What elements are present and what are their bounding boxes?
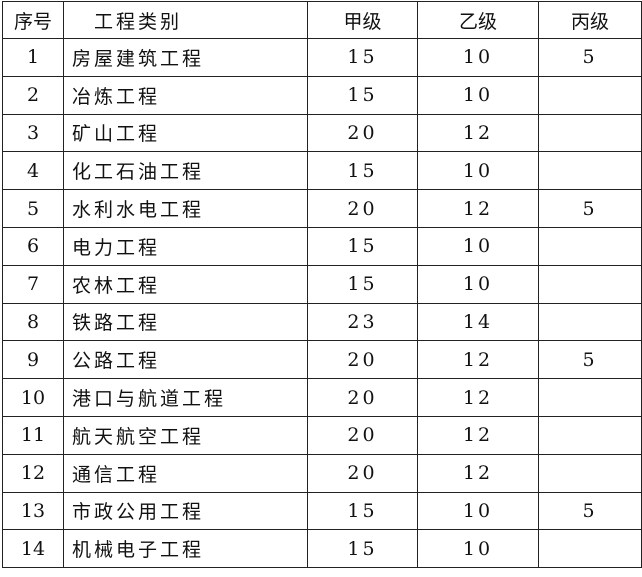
- cell-grade-a: 15: [307, 491, 418, 531]
- cell-grade-b: 12: [417, 113, 539, 153]
- cell-grade-a: 23: [307, 302, 418, 342]
- table-row: 11 航天航空工程 20 12: [2, 415, 642, 455]
- cell-category: 房屋建筑工程: [63, 38, 308, 77]
- table-row: 5 水利水电工程 20 12 5: [2, 189, 642, 228]
- cell-index: 14: [2, 529, 64, 569]
- cell-index: 8: [2, 302, 64, 342]
- table-row: 14 机械电子工程 15 10: [2, 529, 642, 569]
- table-row: 4 化工石油工程 15 10: [2, 151, 642, 191]
- cell-category: 矿山工程: [63, 113, 308, 153]
- cell-grade-c: [538, 75, 642, 115]
- cell-grade-b: 12: [417, 340, 539, 380]
- cell-category: 机械电子工程: [63, 529, 308, 569]
- cell-grade-a: 15: [307, 264, 418, 304]
- cell-grade-c: [538, 378, 642, 417]
- cell-grade-a: 20: [307, 415, 418, 455]
- cell-category: 市政公用工程: [63, 491, 308, 531]
- header-index: 序号: [2, 1, 64, 39]
- cell-category: 冶炼工程: [63, 75, 308, 115]
- header-grade-c: 丙级: [538, 1, 642, 39]
- cell-index: 9: [2, 340, 64, 380]
- cell-index: 3: [2, 113, 64, 153]
- cell-grade-c: [538, 113, 642, 153]
- table-row: 7 农林工程 15 10: [2, 264, 642, 304]
- cell-grade-b: 10: [417, 264, 539, 304]
- table-row: 3 矿山工程 20 12: [2, 113, 642, 153]
- table-row: 1 房屋建筑工程 15 10 5: [2, 38, 642, 77]
- cell-grade-b: 12: [417, 453, 539, 493]
- cell-index: 2: [2, 75, 64, 115]
- cell-grade-a: 15: [307, 75, 418, 115]
- cell-grade-b: 12: [417, 415, 539, 455]
- cell-category: 公路工程: [63, 340, 308, 380]
- cell-grade-c: 5: [538, 340, 642, 380]
- cell-grade-c: [538, 302, 642, 342]
- cell-index: 5: [2, 189, 64, 228]
- cell-index: 11: [2, 415, 64, 455]
- table-row: 13 市政公用工程 15 10 5: [2, 491, 642, 531]
- cell-index: 13: [2, 491, 64, 531]
- table-row: 12 通信工程 20 12: [2, 453, 642, 493]
- cell-grade-b: 10: [417, 226, 539, 266]
- cell-grade-b: 12: [417, 189, 539, 228]
- cell-grade-c: 5: [538, 38, 642, 77]
- header-grade-a: 甲级: [307, 1, 418, 39]
- cell-category: 铁路工程: [63, 302, 308, 342]
- cell-category: 农林工程: [63, 264, 308, 304]
- cell-category: 化工石油工程: [63, 151, 308, 191]
- table-row: 2 冶炼工程 15 10: [2, 75, 642, 115]
- cell-grade-b: 10: [417, 491, 539, 531]
- cell-index: 1: [2, 38, 64, 77]
- cell-index: 4: [2, 151, 64, 191]
- cell-grade-b: 12: [417, 378, 539, 417]
- cell-grade-a: 20: [307, 113, 418, 153]
- cell-grade-a: 15: [307, 151, 418, 191]
- cell-index: 7: [2, 264, 64, 304]
- cell-category: 港口与航道工程: [63, 378, 308, 417]
- cell-grade-b: 14: [417, 302, 539, 342]
- cell-grade-c: [538, 264, 642, 304]
- cell-grade-b: 10: [417, 151, 539, 191]
- cell-grade-a: 15: [307, 226, 418, 266]
- cell-index: 6: [2, 226, 64, 266]
- cell-index: 10: [2, 378, 64, 417]
- cell-grade-c: [538, 529, 642, 569]
- cell-grade-a: 20: [307, 189, 418, 228]
- cell-grade-a: 15: [307, 38, 418, 77]
- cell-category: 通信工程: [63, 453, 308, 493]
- table-row: 8 铁路工程 23 14: [2, 302, 642, 342]
- cell-grade-a: 20: [307, 378, 418, 417]
- cell-grade-c: 5: [538, 491, 642, 531]
- cell-grade-a: 20: [307, 453, 418, 493]
- cell-category: 水利水电工程: [63, 189, 308, 228]
- table-row: 9 公路工程 20 12 5: [2, 340, 642, 380]
- cell-grade-a: 20: [307, 340, 418, 380]
- cell-index: 12: [2, 453, 64, 493]
- header-row: 序号 工程类别 甲级 乙级 丙级: [2, 1, 642, 39]
- cell-grade-b: 10: [417, 529, 539, 569]
- cell-category: 航天航空工程: [63, 415, 308, 455]
- cell-category: 电力工程: [63, 226, 308, 266]
- cell-grade-b: 10: [417, 75, 539, 115]
- table-row: 10 港口与航道工程 20 12: [2, 378, 642, 417]
- cell-grade-a: 15: [307, 529, 418, 569]
- header-grade-b: 乙级: [417, 1, 539, 39]
- cell-grade-c: [538, 226, 642, 266]
- cell-grade-c: [538, 415, 642, 455]
- table-row: 6 电力工程 15 10: [2, 226, 642, 266]
- header-category: 工程类别: [63, 1, 308, 39]
- cell-grade-c: [538, 151, 642, 191]
- cell-grade-b: 10: [417, 38, 539, 77]
- cell-grade-c: 5: [538, 189, 642, 228]
- cell-grade-c: [538, 453, 642, 493]
